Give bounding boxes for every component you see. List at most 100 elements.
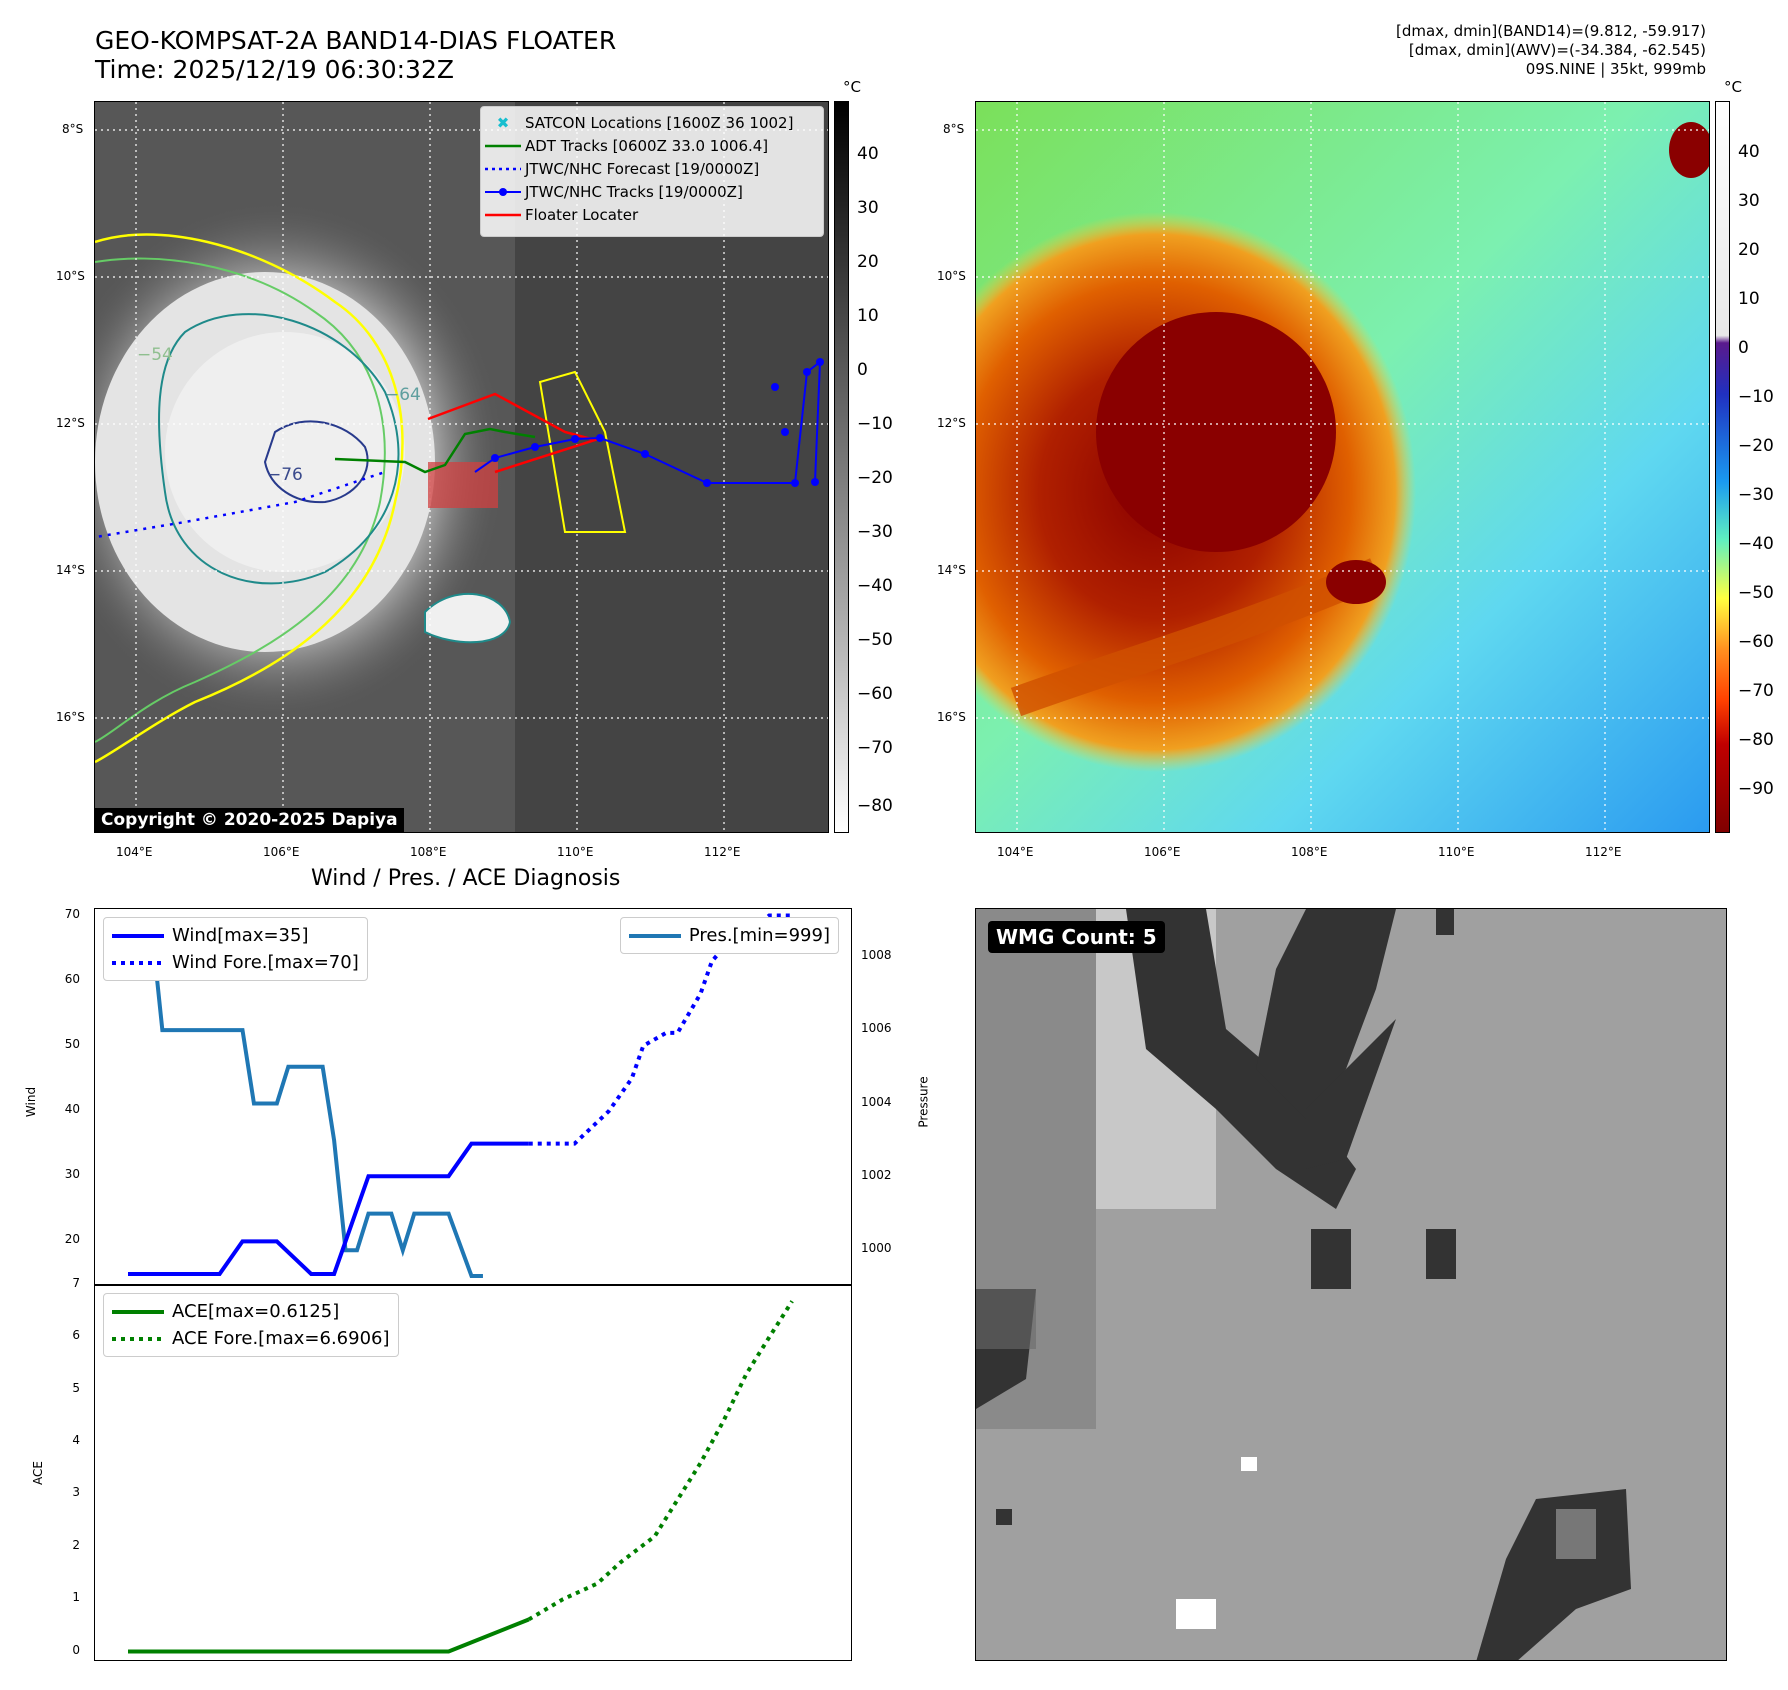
wmg-count-badge: WMG Count: 5	[988, 921, 1165, 953]
legend-item-adt: ADT Tracks [0600Z 33.0 1006.4]	[481, 134, 823, 157]
pressure-axis-label: Pressure	[916, 1076, 931, 1128]
ace-line	[128, 1617, 530, 1654]
title-line-2: Time: 2025/12/19 06:30:32Z	[95, 55, 454, 84]
ir-colorbar	[834, 101, 849, 833]
wind-pressure-chart: Wind[max=35] Wind Fore.[max=70] Pres.[mi…	[94, 908, 852, 1286]
ir-cb-tick: 10	[857, 306, 879, 326]
ace-axis-label: ACE	[30, 1461, 45, 1485]
lat-label: 14°S	[937, 563, 966, 577]
lon-label: 108°E	[410, 845, 447, 859]
dotted-line-icon	[481, 166, 525, 172]
info-line-3: 09S.NINE | 35kt, 999mb	[1525, 60, 1706, 78]
wind-forecast-line	[528, 913, 793, 1146]
solid-line-icon	[628, 933, 681, 938]
color-cb-tick: 20	[1738, 240, 1760, 260]
ir-colorbar-unit: °C	[843, 78, 861, 96]
wind-tick: 50	[64, 1036, 80, 1051]
diagnosis-title: Wind / Pres. / ACE Diagnosis	[311, 866, 621, 891]
pressure-legend: Pres.[min=999]	[619, 917, 839, 954]
floater-box	[428, 462, 498, 508]
legend-item-ace: ACE[max=0.6125]	[112, 1298, 390, 1325]
ace-tick: 3	[72, 1485, 80, 1500]
color-cb-tick: −30	[1738, 485, 1774, 505]
pressure-tick: 1008	[861, 947, 892, 962]
lat-label: 8°S	[943, 122, 965, 136]
ir-cb-tick: −80	[857, 796, 893, 816]
ace-tick: 2	[72, 1537, 80, 1552]
color-map-image	[976, 102, 1709, 832]
color-cb-tick: −50	[1738, 583, 1774, 603]
ace-chart: ACE[max=0.6125] ACE Fore.[max=6.6906]	[94, 1284, 852, 1661]
wind-axis-label: Wind	[24, 1086, 39, 1118]
wind-tick: 30	[64, 1167, 80, 1182]
ace-tick: 7	[72, 1276, 80, 1290]
legend-item-floater: Floater Locater	[481, 203, 823, 226]
color-cb-tick: 10	[1738, 289, 1760, 309]
legend-item-tracks: JTWC/NHC Tracks [19/0000Z]	[481, 180, 823, 203]
x-marker-icon: ✖	[496, 113, 510, 132]
legend-label: ACE Fore.[max=6.6906]	[172, 1328, 390, 1349]
solid-line-icon	[112, 933, 164, 938]
ir-legend: ✖ SATCON Locations [1600Z 36 1002] ADT T…	[480, 106, 824, 237]
jtwc-track-markers	[491, 358, 824, 487]
lon-label: 112°E	[704, 845, 741, 859]
legend-item-wind-fore: Wind Fore.[max=70]	[112, 949, 359, 976]
contour-yellow	[95, 233, 404, 764]
lon-label: 106°E	[263, 845, 300, 859]
copyright-label: Copyright © 2020-2025 Dapiya	[95, 808, 404, 832]
color-cb-tick: −90	[1738, 779, 1774, 799]
color-cb-tick: 40	[1738, 142, 1760, 162]
contour-label-3: −76	[267, 465, 303, 485]
lon-label: 110°E	[557, 845, 594, 859]
ir-cb-tick: −40	[857, 576, 893, 596]
wmg-panel: WMG Count: 5	[975, 908, 1727, 1661]
adt-track-line	[334, 427, 536, 474]
legend-label: JTWC/NHC Tracks [19/0000Z]	[525, 182, 743, 201]
legend-label: Wind Fore.[max=70]	[172, 952, 359, 973]
lon-label: 112°E	[1585, 845, 1622, 859]
wind-tick: 60	[64, 971, 80, 986]
lon-label: 104°E	[116, 845, 153, 859]
figure-title: GEO-KOMPSAT-2A BAND14-DIAS FLOATER Time:…	[95, 26, 616, 84]
legend-item-wind: Wind[max=35]	[112, 922, 359, 949]
wind-line	[128, 1141, 529, 1276]
lat-label: 12°S	[56, 416, 85, 430]
wind-tick: 40	[64, 1102, 80, 1117]
lat-label: 10°S	[937, 269, 966, 283]
ir-cb-tick: −20	[857, 468, 893, 488]
contour-label-2: −64	[385, 385, 421, 405]
legend-label: Wind[max=35]	[172, 925, 309, 946]
color-cb-tick: −40	[1738, 534, 1774, 554]
info-line-1: [dmax, dmin](BAND14)=(9.812, -59.917)	[1395, 22, 1706, 40]
contour-navy	[263, 420, 369, 504]
ace-tick: 4	[72, 1433, 80, 1448]
color-colorbar	[1715, 101, 1730, 833]
line-marker-icon	[481, 187, 525, 197]
ace-tick: 1	[72, 1590, 80, 1605]
ace-tick: 5	[72, 1380, 80, 1395]
title-line-1: GEO-KOMPSAT-2A BAND14-DIAS FLOATER	[95, 26, 617, 55]
legend-item-pressure: Pres.[min=999]	[628, 922, 830, 949]
wmg-image	[976, 909, 1726, 1660]
solid-line-icon	[112, 1309, 164, 1314]
ace-forecast-line	[527, 1300, 794, 1622]
lat-label: 10°S	[56, 269, 85, 283]
ir-cb-tick: 20	[857, 252, 879, 272]
color-cb-tick: −60	[1738, 632, 1774, 652]
storm-info: [dmax, dmin](BAND14)=(9.812, -59.917) [d…	[1396, 22, 1706, 79]
contour-green	[95, 257, 386, 743]
ace-tick: 6	[72, 1328, 80, 1343]
color-cb-tick: 0	[1738, 338, 1749, 358]
line-icon	[481, 143, 525, 149]
lat-label: 14°S	[56, 563, 85, 577]
lat-label: 16°S	[937, 710, 966, 724]
wind-pressure-plot	[128, 913, 793, 1278]
info-line-2: [dmax, dmin](AWV)=(-34.384, -62.545)	[1408, 41, 1706, 59]
contour-teal	[158, 313, 400, 585]
legend-label: SATCON Locations [1600Z 36 1002]	[525, 113, 794, 132]
wind-tick: 20	[64, 1232, 80, 1247]
color-cb-tick: −70	[1738, 681, 1774, 701]
ir-cb-tick: 0	[857, 360, 868, 380]
legend-item-satcon: ✖ SATCON Locations [1600Z 36 1002]	[481, 111, 823, 134]
lat-label: 16°S	[56, 710, 85, 724]
